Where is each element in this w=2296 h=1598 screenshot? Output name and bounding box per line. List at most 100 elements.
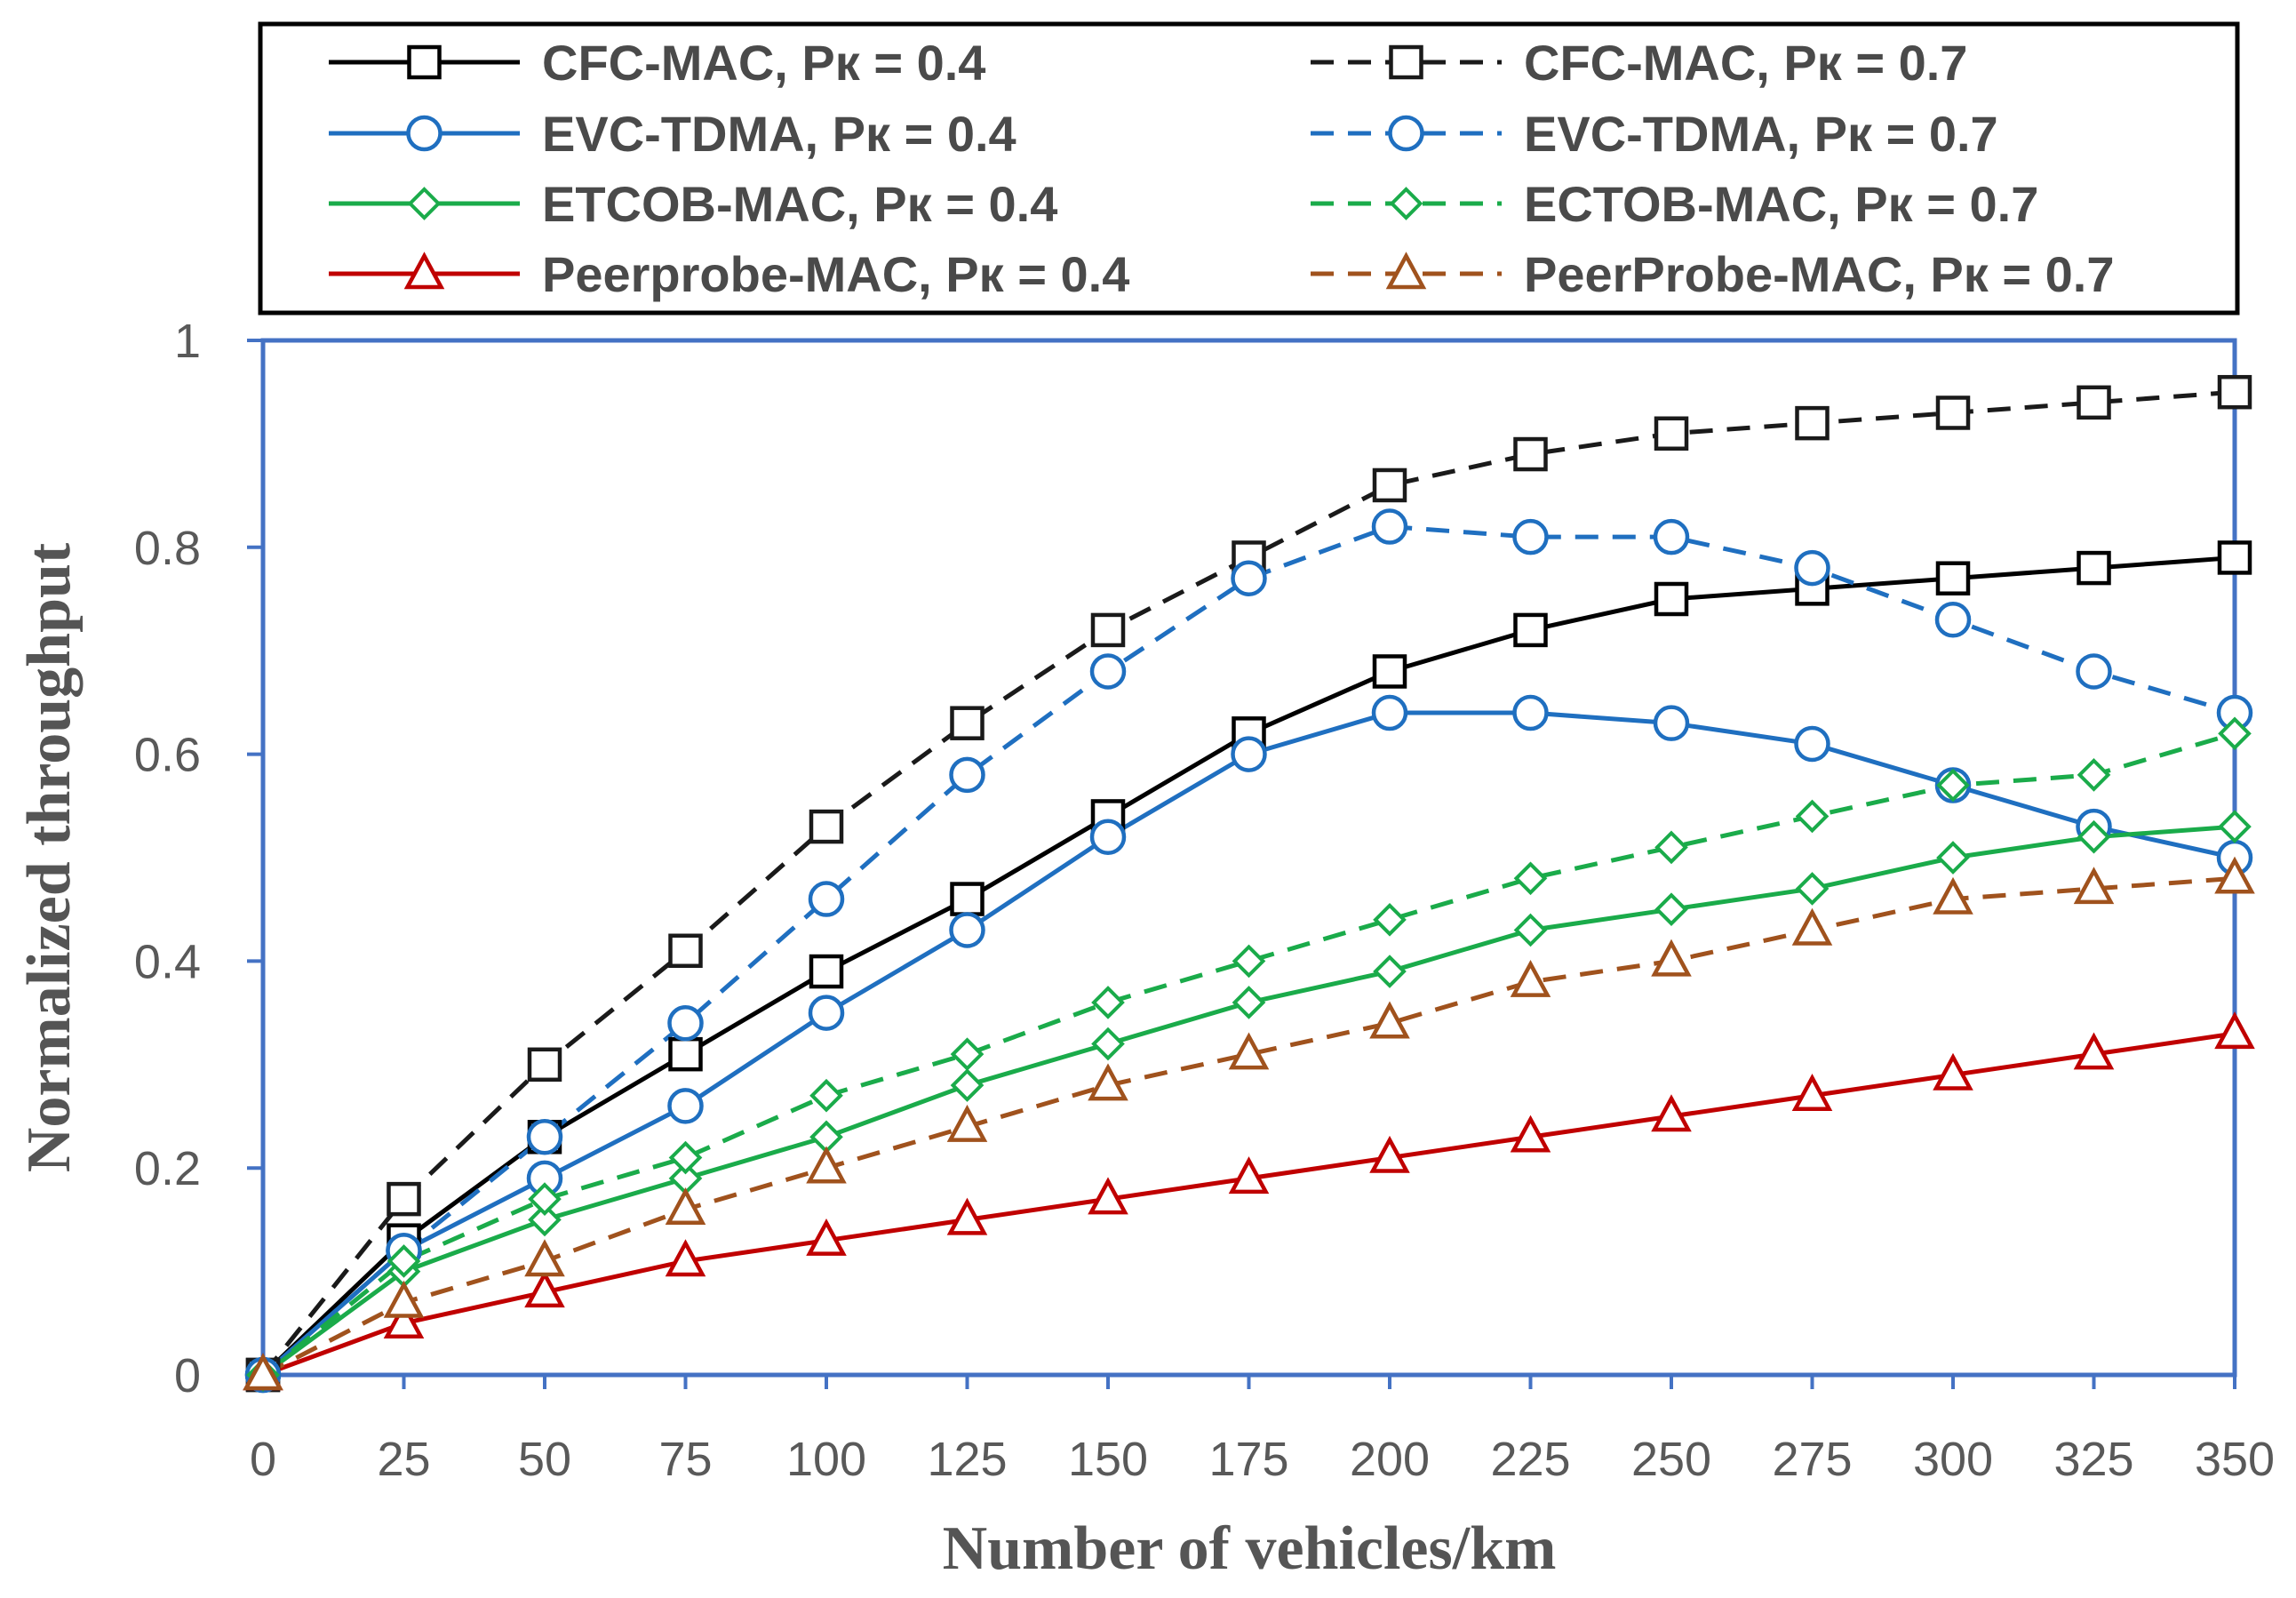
data-point-series-5 — [2218, 716, 2252, 751]
data-point-series-3 — [1934, 602, 1972, 638]
y-axis-title: Normalized throughput — [15, 543, 84, 1172]
data-point-series-4 — [1232, 986, 1266, 1019]
data-point-series-5 — [1373, 903, 1407, 937]
x-tick-label: 125 — [927, 1433, 1007, 1486]
data-point-series-1 — [527, 1047, 562, 1083]
data-point-series-6 — [2214, 1011, 2255, 1050]
legend-marker-4 — [407, 187, 442, 220]
data-point-series-0 — [1654, 581, 1689, 617]
data-point-series-4 — [1654, 892, 1688, 927]
data-point-series-5 — [387, 1244, 421, 1278]
data-point-series-3 — [1512, 518, 1549, 555]
data-point-series-2 — [1512, 694, 1549, 731]
legend-label: EVC-TDMA, Pк = 0.4 — [542, 106, 1016, 162]
data-point-series-7 — [665, 1187, 706, 1226]
data-point-series-4 — [1513, 913, 1548, 947]
data-point-series-1 — [2217, 374, 2252, 410]
data-point-series-6 — [1510, 1115, 1551, 1153]
data-point-series-7 — [243, 1353, 283, 1391]
x-tick-label: 150 — [1068, 1433, 1148, 1486]
data-point-series-7 — [1510, 959, 1551, 997]
legend-marker-7 — [1385, 252, 1427, 290]
data-point-series-6 — [806, 1218, 847, 1256]
data-point-series-3 — [1371, 508, 1408, 545]
data-point-series-7 — [1088, 1063, 1128, 1101]
data-point-series-6 — [1088, 1177, 1128, 1215]
data-point-series-7 — [1651, 939, 1692, 977]
data-point-series-5 — [809, 1078, 843, 1113]
series-line-5 — [261, 731, 2236, 1377]
y-tick-label: 0.2 — [134, 1142, 201, 1195]
legend-marker-1 — [1389, 44, 1423, 80]
data-point-series-2 — [949, 912, 985, 948]
data-point-series-5 — [668, 1140, 703, 1175]
data-point-series-7 — [946, 1104, 988, 1142]
data-point-series-5 — [2077, 758, 2111, 792]
data-point-series-3 — [2076, 653, 2112, 690]
data-point-series-6 — [383, 1301, 425, 1339]
x-tick-label: 250 — [1631, 1433, 1711, 1486]
legend-label: ECTOB-MAC, Pк = 0.7 — [1524, 176, 2038, 232]
data-point-series-4 — [1091, 1027, 1125, 1061]
data-point-series-1 — [1654, 416, 1689, 451]
data-point-series-0 — [809, 954, 844, 989]
data-point-series-3 — [1089, 653, 1127, 690]
data-point-series-0 — [1513, 612, 1548, 648]
legend-box — [258, 21, 2240, 316]
data-point-series-0 — [1372, 654, 1407, 689]
x-tick-label: 350 — [2195, 1433, 2275, 1486]
y-tick-label: 0.8 — [134, 522, 201, 575]
data-point-series-0 — [2077, 550, 2111, 586]
x-tick-label: 75 — [658, 1433, 712, 1486]
data-point-series-6 — [1369, 1135, 1410, 1173]
data-point-series-6 — [2073, 1032, 2115, 1070]
data-point-series-5 — [1232, 944, 1266, 979]
data-point-series-1 — [1795, 405, 1830, 441]
data-point-series-5 — [528, 1182, 562, 1216]
legend-marker-2 — [406, 115, 442, 152]
series-line-7 — [261, 875, 2236, 1378]
data-point-series-3 — [526, 1119, 563, 1155]
legend-label: ETCOB-MAC, Pк = 0.4 — [542, 176, 1057, 232]
legend-marker-5 — [1389, 187, 1423, 220]
data-point-series-3 — [1231, 560, 1267, 596]
data-point-series-1 — [809, 809, 844, 844]
data-point-series-3 — [667, 1004, 704, 1042]
x-tick-label: 100 — [786, 1433, 866, 1486]
data-point-series-7 — [2073, 867, 2115, 905]
data-point-series-2 — [1653, 705, 1690, 741]
legend-label: CFC-MAC, Pк = 0.4 — [542, 35, 985, 91]
data-point-series-5 — [950, 1037, 985, 1071]
legend-label: CFC-MAC, Pк = 0.7 — [1524, 35, 1967, 91]
series-line-3 — [261, 524, 2236, 1377]
y-tick-label: 1 — [174, 315, 201, 368]
data-point-series-1 — [1090, 612, 1126, 648]
data-point-series-5 — [1795, 799, 1830, 834]
data-point-series-7 — [2214, 856, 2255, 894]
data-point-series-0 — [1935, 561, 1971, 595]
y-axis-ticks: 0 0.2 0.4 0.6 0.8 1 — [134, 315, 263, 1402]
data-point-series-4 — [2077, 819, 2111, 854]
x-tick-label: 300 — [1913, 1433, 1993, 1486]
x-tick-label: 225 — [1490, 1433, 1570, 1486]
x-axis-title: Number of vehicles/km — [943, 1514, 1557, 1583]
data-point-series-7 — [383, 1280, 425, 1318]
legend-marker-3 — [1388, 115, 1424, 152]
data-point-series-3 — [949, 756, 985, 794]
data-point-series-4 — [950, 1068, 985, 1102]
legend-marker-0 — [407, 44, 442, 80]
data-point-series-2 — [1371, 694, 1408, 731]
data-point-series-7 — [1369, 1001, 1410, 1039]
data-point-series-6 — [1791, 1074, 1833, 1111]
data-point-series-6 — [524, 1270, 565, 1308]
data-point-series-0 — [950, 882, 985, 916]
data-point-series-3 — [1794, 549, 1830, 587]
series-markers — [243, 374, 2255, 1394]
data-point-series-2 — [1231, 736, 1267, 772]
y-tick-label: 0.6 — [134, 729, 201, 782]
data-point-series-0 — [668, 1036, 703, 1072]
data-point-series-3 — [1653, 518, 1690, 555]
x-tick-label: 200 — [1350, 1433, 1430, 1486]
data-point-series-5 — [1091, 986, 1125, 1019]
data-point-series-7 — [1228, 1032, 1270, 1070]
